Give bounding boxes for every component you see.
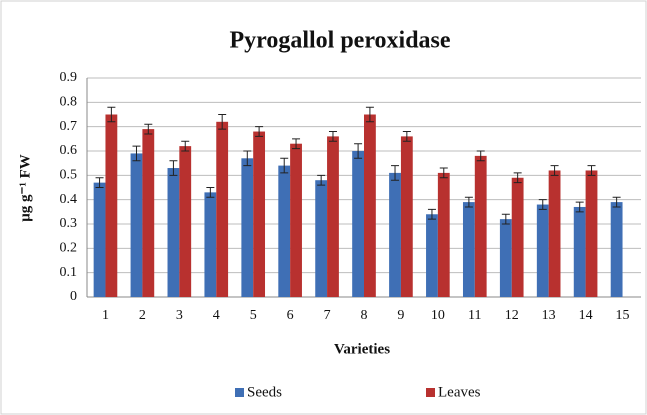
x-tick-label: 14 bbox=[579, 308, 593, 323]
x-tick-label: 6 bbox=[287, 308, 294, 323]
y-tick-label: 0.7 bbox=[60, 119, 78, 134]
x-tick-label: 8 bbox=[361, 308, 368, 323]
error-bar bbox=[206, 187, 215, 198]
x-tick-label: 1 bbox=[102, 308, 109, 323]
x-tick-label: 15 bbox=[616, 308, 630, 323]
bar bbox=[93, 182, 106, 297]
error-bar bbox=[317, 174, 326, 186]
x-tick-label: 10 bbox=[431, 308, 445, 323]
error-bar bbox=[218, 114, 227, 130]
x-tick-label: 3 bbox=[176, 308, 183, 323]
error-bar bbox=[292, 138, 301, 150]
error-bar bbox=[402, 131, 411, 142]
bar bbox=[548, 170, 561, 297]
x-tick-label: 2 bbox=[139, 308, 146, 323]
error-bar bbox=[181, 140, 190, 152]
error-bar bbox=[439, 167, 448, 179]
bar bbox=[241, 158, 254, 297]
bar bbox=[253, 131, 266, 297]
y-axis-label: μg g⁻¹ FW bbox=[17, 154, 33, 222]
bar bbox=[278, 165, 291, 297]
x-tick-label: 5 bbox=[250, 308, 257, 323]
bar bbox=[216, 121, 229, 297]
bar bbox=[364, 114, 376, 297]
error-bar bbox=[107, 106, 116, 123]
bar bbox=[426, 214, 438, 297]
bar bbox=[204, 192, 217, 297]
bar bbox=[511, 177, 524, 297]
x-tick-label: 13 bbox=[542, 308, 556, 323]
bar bbox=[352, 151, 364, 297]
bar bbox=[389, 172, 401, 297]
bar bbox=[585, 170, 598, 297]
error-bar bbox=[169, 160, 178, 176]
x-tick-label: 4 bbox=[213, 308, 220, 323]
x-axis-label: Varieties bbox=[334, 341, 390, 357]
bar bbox=[437, 172, 450, 297]
error-bar bbox=[575, 201, 584, 213]
legend-swatch bbox=[235, 388, 244, 397]
error-bar bbox=[391, 165, 400, 181]
error-bar bbox=[95, 177, 104, 188]
bar bbox=[536, 204, 549, 297]
error-bar bbox=[243, 150, 252, 167]
error-bar bbox=[328, 131, 337, 142]
error-bar bbox=[427, 208, 436, 220]
y-tick-label: 0.9 bbox=[60, 70, 78, 85]
error-bar bbox=[255, 126, 264, 137]
bar bbox=[290, 143, 302, 297]
error-bar bbox=[132, 145, 141, 162]
chart-title: Pyrogallol peroxidase bbox=[229, 28, 450, 54]
error-bar bbox=[354, 143, 363, 159]
x-tick-label: 11 bbox=[468, 308, 481, 323]
bar bbox=[179, 146, 192, 297]
error-bar bbox=[365, 106, 374, 123]
x-tick-label: 7 bbox=[324, 308, 331, 323]
bar bbox=[167, 168, 180, 297]
y-tick-label: 0.6 bbox=[60, 143, 78, 158]
y-tick-label: 0.1 bbox=[60, 265, 78, 280]
error-bar bbox=[550, 165, 559, 176]
legend-label: Leaves bbox=[438, 384, 481, 400]
bar bbox=[130, 153, 143, 297]
bar bbox=[499, 219, 512, 297]
error-bar bbox=[501, 213, 510, 225]
bar bbox=[105, 114, 118, 297]
bar bbox=[315, 180, 328, 297]
error-bar bbox=[538, 199, 547, 210]
y-tick-label: 0.5 bbox=[60, 168, 78, 183]
error-bar bbox=[476, 150, 485, 162]
bar bbox=[573, 206, 586, 297]
error-bar bbox=[464, 196, 473, 208]
error-bar bbox=[513, 172, 522, 184]
y-tick-label: 0.3 bbox=[60, 216, 78, 231]
legend-label: Seeds bbox=[247, 384, 282, 400]
y-tick-label: 0 bbox=[70, 289, 77, 304]
bar bbox=[474, 155, 487, 297]
error-bar bbox=[144, 123, 153, 135]
bar bbox=[400, 136, 413, 297]
bar bbox=[327, 136, 339, 297]
error-bar bbox=[612, 196, 621, 208]
legend-swatch bbox=[426, 388, 435, 397]
x-tick-label: 9 bbox=[397, 308, 404, 323]
error-bar bbox=[587, 165, 596, 176]
y-tick-label: 0.8 bbox=[60, 95, 78, 110]
x-tick-label: 12 bbox=[505, 308, 519, 323]
bar bbox=[142, 129, 155, 297]
y-tick-label: 0.4 bbox=[60, 192, 78, 207]
bar bbox=[462, 202, 475, 297]
error-bar bbox=[280, 157, 289, 174]
bar bbox=[610, 202, 623, 297]
y-tick-label: 0.2 bbox=[60, 241, 78, 256]
